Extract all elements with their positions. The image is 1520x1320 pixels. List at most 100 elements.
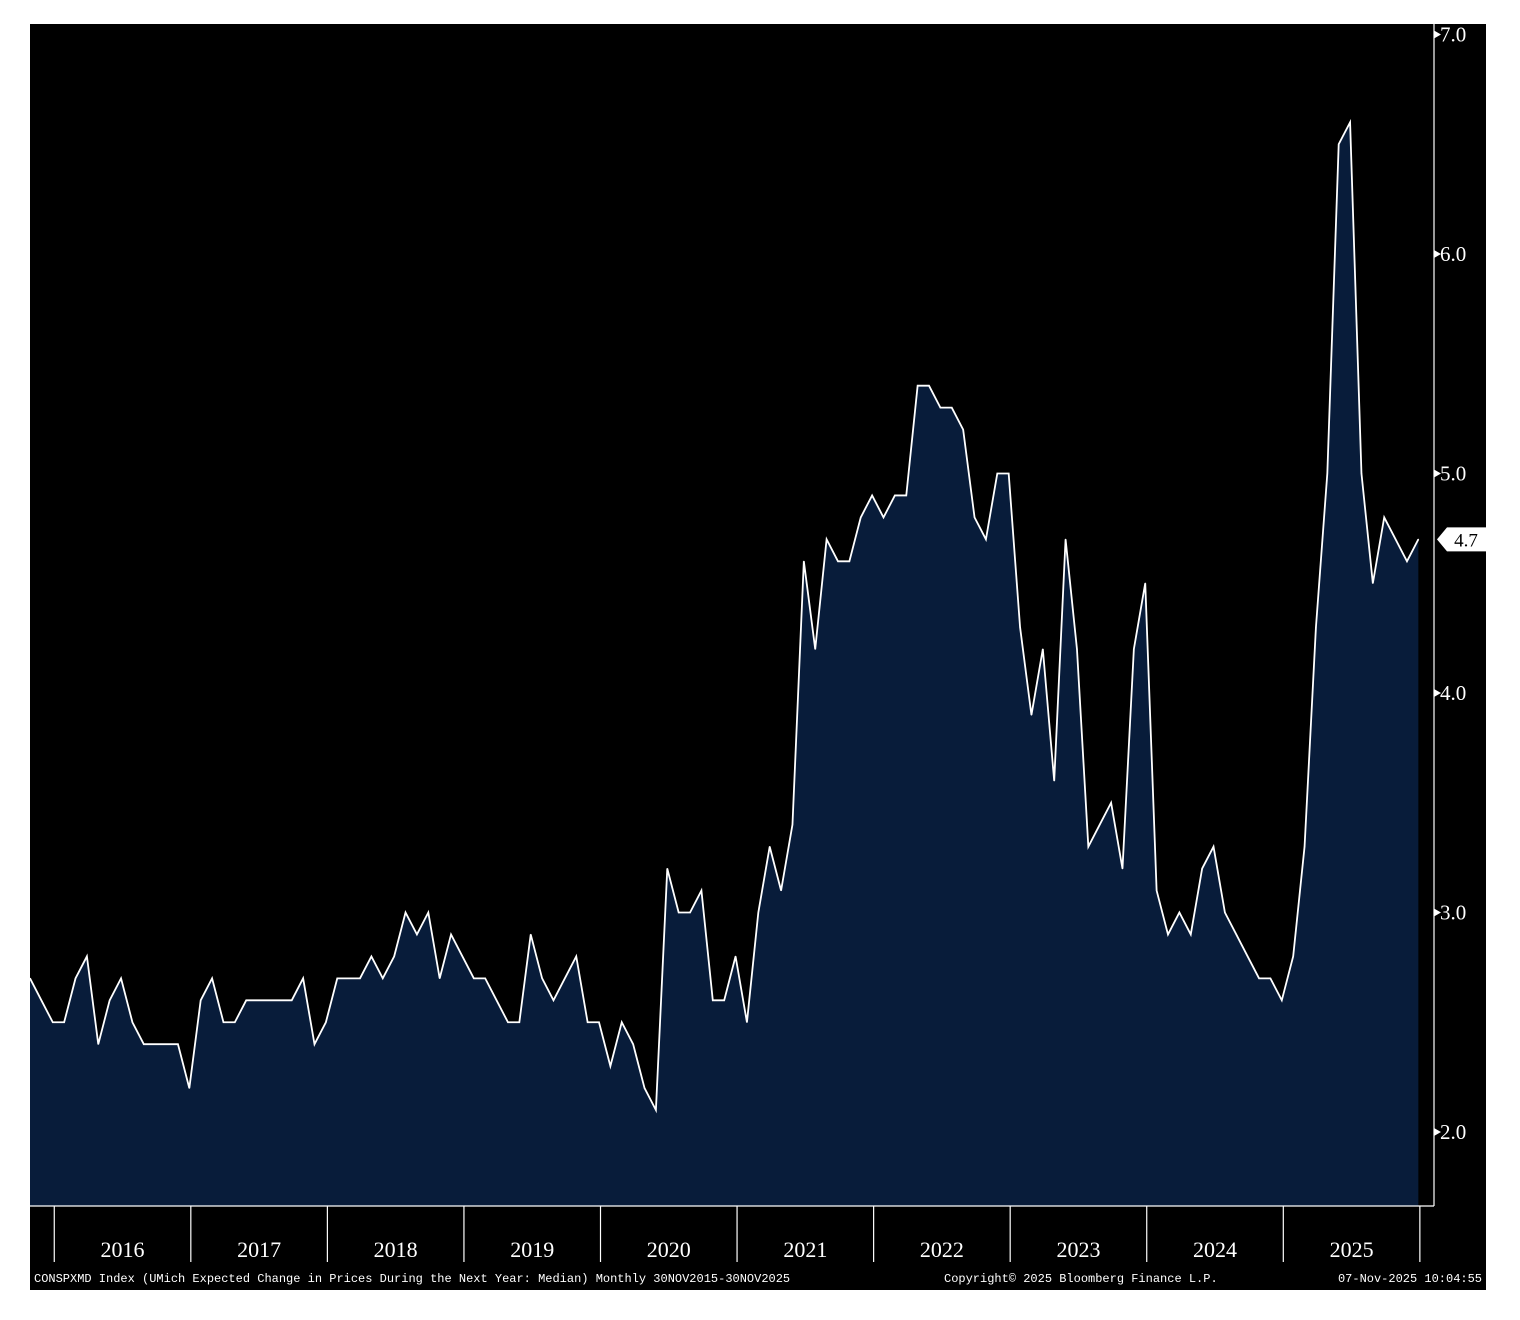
data-point [530,933,532,936]
data-point [1326,472,1328,475]
data-point [1303,846,1306,848]
data-point [757,911,759,914]
data-point [1406,560,1408,562]
data-point [1417,538,1419,540]
data-point [257,999,259,1001]
data-point [63,1021,65,1023]
data-point [336,977,338,979]
data-point [109,999,111,1001]
data-point [1190,933,1192,936]
data-point [1349,121,1351,123]
data-point [1315,626,1317,628]
data-point [837,560,839,562]
data-point [120,977,122,979]
y-tick-mark [1434,250,1441,258]
data-point [188,1087,190,1089]
y-tick-mark [1434,908,1441,917]
data-point [1064,538,1067,540]
data-point [723,999,725,1001]
data-point [393,955,395,958]
data-point [1383,516,1385,519]
data-point [74,977,77,979]
data-point [917,385,919,387]
data-point [1144,582,1146,584]
data-point [882,516,885,519]
data-point [325,1021,327,1023]
data-point [1395,538,1397,540]
y-tick-mark [1434,469,1441,478]
data-point [495,999,498,1001]
data-point [587,1021,589,1023]
data-point [1008,472,1010,475]
data-point [1121,868,1124,870]
data-point [1338,143,1340,145]
x-tick-label: 2017 [237,1237,281,1262]
data-point [894,494,896,497]
x-tick-label: 2024 [1193,1237,1237,1262]
data-point [86,955,88,958]
last-value-tag: 4.7 [1437,527,1486,552]
footer: CONSPXMD Index (UMich Expected Change in… [34,1272,1482,1286]
data-point [439,977,441,979]
x-tick-label: 2022 [920,1237,964,1262]
y-tick-label: 5.0 [1440,462,1466,486]
x-tick-label: 2018 [374,1237,418,1262]
data-point [313,1043,316,1045]
data-point [507,1021,509,1023]
data-point [1167,933,1169,936]
x-tick-label: 2021 [783,1237,827,1262]
series-area [30,122,1419,1206]
data-point [689,911,691,914]
data-point [712,999,714,1001]
data-point [1133,648,1135,650]
data-point [700,889,703,892]
data-point [200,999,202,1001]
data-point [97,1043,99,1045]
data-point [791,824,794,826]
data-point [780,889,782,892]
y-tick-mark [1434,689,1441,697]
data-point [564,977,566,979]
footer-timestamp: 07-Nov-2025 10:04:55 [1338,1272,1482,1286]
data-point [1201,868,1203,870]
data-point [1042,648,1044,650]
data-point [222,1021,225,1023]
data-point [1156,889,1158,892]
data-point [1292,955,1294,958]
data-point [143,1043,145,1045]
data-point [1269,977,1272,979]
data-point [234,1021,236,1023]
data-point [860,516,862,519]
data-point [826,538,828,540]
data-point [427,911,429,914]
data-point [734,955,737,958]
last-value-label: 4.7 [1454,530,1478,551]
y-tick-mark [1434,1128,1441,1136]
data-point [655,1109,657,1111]
data-point [131,1021,134,1023]
data-point [643,1087,646,1089]
y-tick-label: 2.0 [1440,1120,1466,1144]
x-tick-label: 2020 [647,1237,691,1262]
y-tick-label: 6.0 [1440,242,1466,266]
y-tick-label: 4.0 [1440,681,1466,705]
data-point [29,977,31,979]
data-point [1224,911,1226,914]
data-point [1281,999,1283,1001]
data-point [985,538,987,540]
data-point [177,1043,179,1045]
data-point [905,494,907,497]
data-point [1258,977,1260,979]
data-point [1372,582,1374,584]
data-point [575,955,577,958]
data-point [245,999,247,1001]
y-tick-label: 7.0 [1440,23,1466,47]
data-point [939,407,942,409]
data-point [962,429,964,431]
data-point [1030,714,1033,716]
data-point [348,977,350,979]
data-point [291,999,293,1001]
last-value-tag-shape [1437,527,1486,552]
data-point [1212,846,1215,848]
data-point [951,407,953,409]
